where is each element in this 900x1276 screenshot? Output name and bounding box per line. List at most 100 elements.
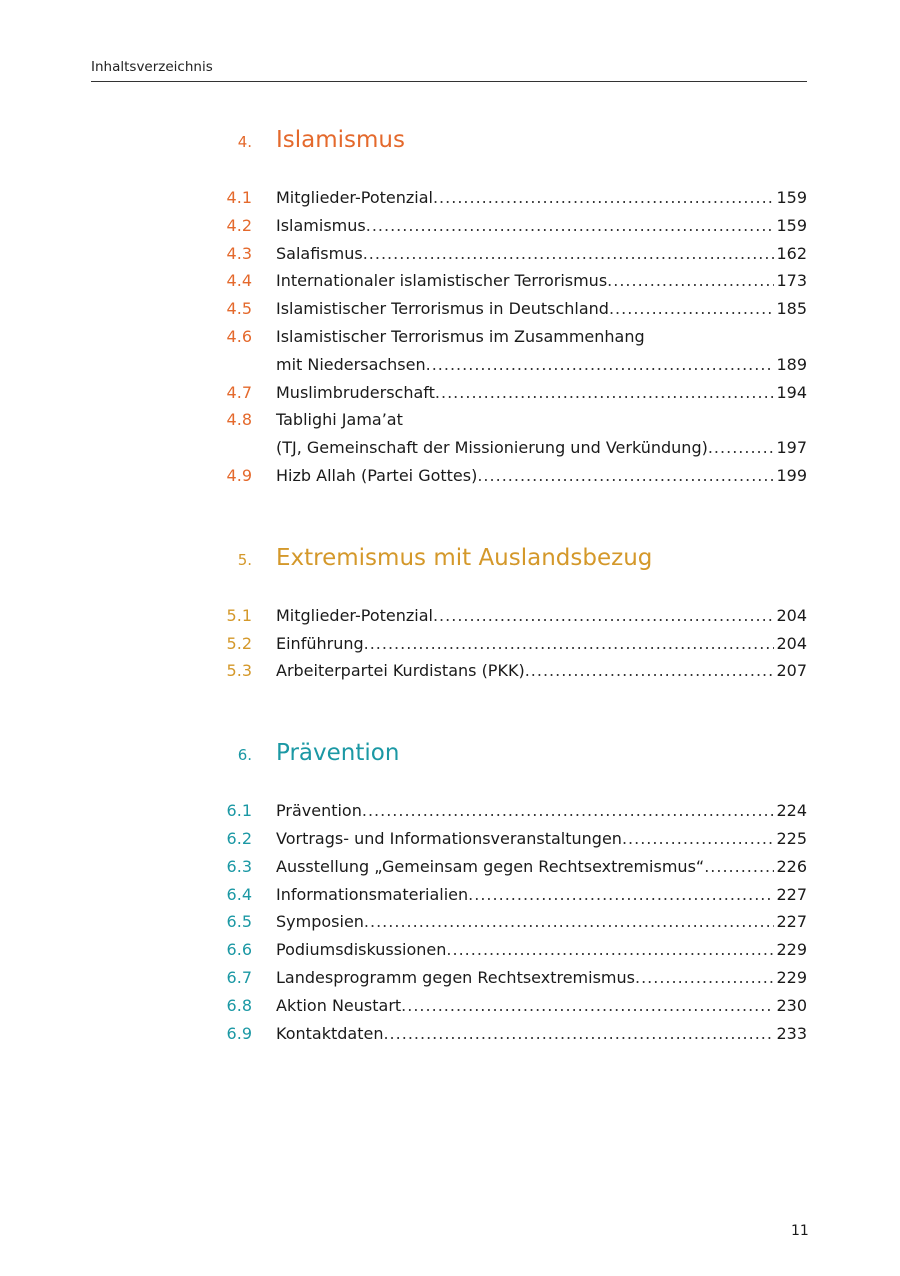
toc-entry[interactable]: 6.9 Kontaktdaten 233 [220,1020,807,1048]
entry-title: Kontaktdaten [276,1023,384,1043]
entry-body: Internationaler islamistischer Terrorism… [276,267,807,295]
toc-entry[interactable]: 6.4 Informationsmaterialien 227 [220,881,807,909]
entry-last-line: Islamismus 159 [276,212,807,240]
entry-body: Informationsmaterialien 227 [276,881,807,909]
dot-leader [363,240,775,268]
entry-last-line: Muslimbruderschaft 194 [276,379,807,407]
entry-number: 5.1 [226,605,252,625]
entry-last-line: Einführung 204 [276,630,807,658]
entry-page-number: 204 [776,633,807,653]
entry-title: mit Niedersachsen [276,354,426,374]
entry-number: 5.2 [226,633,252,653]
toc-entry[interactable]: 6.6 Podiumsdiskussionen 229 [220,936,807,964]
entry-last-line: Arbeiterpartei Kurdistans (PKK) 207 [276,657,807,685]
entry-body: Symposien 227 [276,908,807,936]
entry-page-number: 204 [776,605,807,625]
section-number: 4. [237,133,252,151]
entry-number: 4.1 [226,188,252,207]
entry-last-line: Vortrags- und Informationsveranstaltunge… [276,825,807,853]
entry-body: Podiumsdiskussionen 229 [276,936,807,964]
entry-last-line: Ausstellung „Gemeinsam gegen Rechtsextre… [276,853,807,881]
entry-last-line: Mitglieder-Potenzial 204 [276,602,807,630]
entry-last-line: Hizb Allah (Partei Gottes) 199 [276,462,807,490]
entry-title: Salafismus [276,243,363,263]
toc-entry[interactable]: 6.1 Prävention 224 [220,797,807,825]
toc-entry[interactable]: 4.7 Muslimbruderschaft 194 [220,379,807,407]
entry-title: Informationsmaterialien [276,884,469,904]
entry-body: Kontaktdaten 233 [276,1020,807,1048]
toc-entry[interactable]: 6.2 Vortrags- und Informationsveranstaltu… [220,825,807,853]
toc-entry[interactable]: 4.3 Salafismus 162 [220,240,807,268]
table-of-contents: 4.Islamismus4.1Mitglieder-Potenzial1594.… [220,125,807,1100]
toc-section: 4.Islamismus4.1Mitglieder-Potenzial1594.… [220,125,807,490]
section-heading[interactable]: 5. Extremismus mit Auslandsbezug [220,543,807,573]
toc-entry[interactable]: 6.5 Symposien 227 [220,908,807,936]
entry-page-number: 226 [776,856,807,876]
toc-entry[interactable]: 4.2 Islamismus 159 [220,212,807,240]
page-number: 11 [791,1223,809,1239]
section-title: Extremismus mit Auslandsbezug [276,544,653,571]
toc-entry[interactable]: 6.7 Landesprogramm gegen Rechtsextremismu… [220,964,807,992]
entry-page-number: 159 [776,188,807,207]
entry-number: 4.5 [226,299,252,319]
toc-section: 6. Prävention 6.1 Prävention 224 6.2 Vortrags-… [220,738,807,1047]
section-heading[interactable]: 4. Islamismus [220,125,807,155]
entry-number: 6.1 [226,801,252,821]
entry-last-line: Kontaktdaten 233 [276,1020,807,1048]
dot-leader [525,657,775,685]
entry-number: 4.3 [226,243,252,263]
dot-leader [708,434,775,462]
entry-last-line: Podiumsdiskussionen 229 [276,936,807,964]
entry-body: Prävention 224 [276,797,807,825]
dot-leader [401,992,774,1020]
dot-leader [477,462,774,490]
entry-page-number: 207 [776,661,807,681]
entry-body: Hizb Allah (Partei Gottes) 199 [276,462,807,490]
entry-page-number: 194 [776,382,807,402]
toc-entry[interactable]: 5.2 Einführung 204 [220,630,807,658]
toc-entry[interactable]: 6.8 Aktion Neustart 230 [220,992,807,1020]
toc-entry[interactable]: 5.1 Mitglieder-Potenzial 204 [220,602,807,630]
toc-entry[interactable]: 4.4 Internationaler islamistischer Terror… [220,267,807,295]
toc-entry[interactable]: 6.3 Ausstellung „Gemeinsam gegen Rechtsex… [220,853,807,881]
entry-title: Hizb Allah (Partei Gottes) [276,465,478,485]
toc-entry[interactable]: 4.6 Islamistischer Terrorismus im Zusamme… [220,323,807,379]
entry-page-number: 162 [776,243,807,263]
entry-title: Muslimbruderschaft [276,382,435,402]
entry-page-number: 229 [776,967,807,987]
entry-title: Landesprogramm gegen Rechtsextremismus [276,967,635,987]
entry-body: Tablighi Jama’at (TJ, Gemeinschaft der Mi… [276,406,807,462]
entry-page-number: 233 [776,1023,807,1043]
entry-last-line: Aktion Neustart 230 [276,992,807,1020]
entry-last-line: Islamistischer Terrorismus in Deutschlan… [276,295,807,323]
toc-entry[interactable]: 4.1 Mitglieder-Potenzial 159 [220,184,807,212]
dot-leader [622,825,775,853]
dot-leader [607,267,774,295]
entry-title: (TJ, Gemeinschaft der Missionierung und … [276,438,708,458]
entry-number: 6.6 [226,940,252,960]
entry-title: Mitglieder-Potenzial [276,188,433,207]
entry-title: Einführung [276,633,364,653]
toc-entry[interactable]: 4.9 Hizb Allah (Partei Gottes) 199 [220,462,807,490]
entry-title: Islamismus [276,215,366,235]
dot-leader [362,797,775,825]
dot-leader [364,630,775,658]
entry-number: 6.8 [226,995,252,1015]
entry-body: Aktion Neustart 230 [276,992,807,1020]
entry-title: Aktion Neustart [276,995,402,1015]
entry-last-line: Mitglieder-Potenzial 159 [276,184,807,212]
entry-number: 4.6 [226,326,252,346]
entry-body: Landesprogramm gegen Rechtsextremismus 22… [276,964,807,992]
toc-entry[interactable]: 4.8 Tablighi Jama’at (TJ, Gemeinschaft der… [220,406,807,462]
entry-page-number: 230 [776,995,807,1015]
toc-entry[interactable]: 5.3 Arbeiterpartei Kurdistans (PKK) 207 [220,657,807,685]
dot-leader [433,184,774,212]
entry-body: Mitglieder-Potenzial 204 [276,602,807,630]
toc-entry[interactable]: 4.5 Islamistischer Terrorismus in Deutsch… [220,295,807,323]
section-heading[interactable]: 6. Prävention [220,738,807,768]
entry-body: Salafismus 162 [276,240,807,268]
dot-leader [383,1020,774,1048]
entry-page-number: 189 [776,354,807,374]
dot-leader [468,881,774,909]
entry-last-line: Internationaler islamistischer Terrorism… [276,267,807,295]
